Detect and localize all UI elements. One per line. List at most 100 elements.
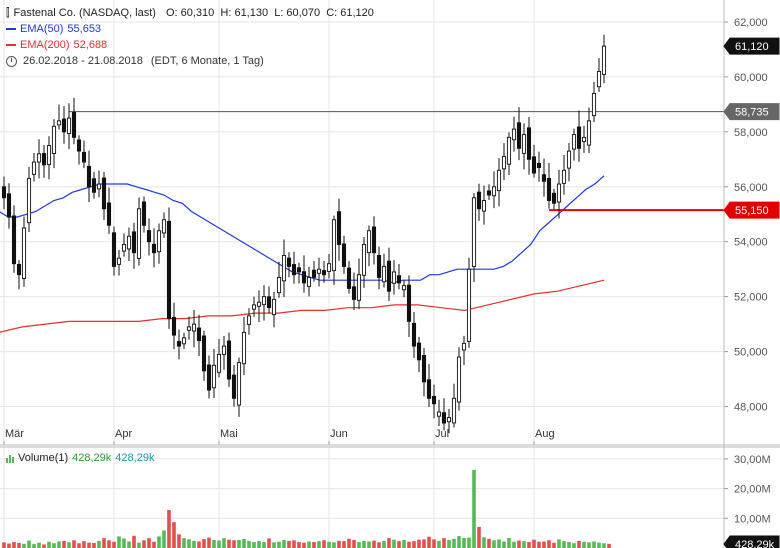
- candle-body: [471, 197, 477, 267]
- candle: [101, 171, 107, 220]
- price-tick-label: 62,000: [734, 17, 768, 29]
- candle: [136, 197, 142, 266]
- candle-body: [411, 322, 417, 347]
- volume-bar: [367, 541, 371, 548]
- volume-bar: [32, 544, 36, 548]
- candle: [236, 357, 242, 417]
- candle-body: [201, 335, 207, 372]
- candle-body: [321, 270, 327, 276]
- date-range-detail: (EDT, 6 Monate, 1 Tag): [150, 55, 264, 67]
- candle-body: [251, 304, 257, 310]
- candle: [86, 150, 92, 203]
- volume-bar: [192, 540, 196, 548]
- volume-bar: [517, 540, 521, 548]
- volume-bar: [567, 542, 571, 548]
- candle: [171, 302, 177, 350]
- candle: [326, 253, 332, 279]
- ema50-line: [0, 175, 605, 284]
- candle: [6, 183, 12, 229]
- candle-body: [136, 208, 142, 259]
- candle-body: [401, 285, 407, 291]
- candle: [461, 335, 467, 365]
- candle-body: [61, 118, 67, 133]
- volume-bar: [402, 539, 406, 548]
- candlestick-icon: ⫿: [6, 6, 10, 19]
- candle: [381, 253, 387, 288]
- candle-body: [331, 219, 337, 272]
- volume-bar: [457, 536, 461, 548]
- candle: [221, 336, 227, 370]
- candle-body: [151, 243, 157, 254]
- volume-bar: [227, 539, 231, 548]
- candle: [31, 152, 37, 182]
- volume-bar: [472, 469, 476, 548]
- candle: [51, 119, 57, 169]
- volume-bar: [167, 509, 171, 548]
- candle-body: [461, 342, 467, 351]
- candle: [456, 347, 462, 411]
- candle-body: [491, 186, 497, 197]
- candle-body: [176, 341, 182, 347]
- volume-bar: [602, 543, 606, 548]
- candle: [581, 125, 587, 153]
- candle-body: [236, 362, 242, 406]
- volume-marker: 428,29k: [723, 535, 780, 548]
- candle-body: [521, 134, 527, 154]
- candle: [16, 260, 22, 290]
- volume-bar: [82, 541, 86, 548]
- volume-bar: [222, 538, 226, 548]
- ema200-value: 52,688: [73, 39, 108, 51]
- candle-body: [546, 177, 552, 201]
- volume-bar: [122, 538, 126, 548]
- volume-bar: [582, 541, 586, 548]
- candle: [601, 34, 607, 84]
- candle-body: [586, 120, 592, 146]
- volume-marker-label: 428,29k: [735, 539, 775, 548]
- volume-bar: [287, 540, 291, 548]
- candle-body: [51, 125, 57, 154]
- ema50-legend: EMA(50) 55,653: [6, 23, 101, 35]
- volume-bar: [257, 541, 261, 548]
- candle-body: [381, 266, 387, 283]
- volume-bar: [262, 542, 266, 548]
- candle: [91, 171, 97, 199]
- candle: [196, 314, 202, 356]
- candle-body: [181, 337, 187, 345]
- price-tick-label: 58,000: [734, 127, 768, 139]
- volume-legend: Volume(1) 428,29k 428,29k: [6, 452, 154, 464]
- volume-bar: [467, 537, 471, 548]
- candle: [186, 316, 192, 340]
- volume-tick-label: 30,00M: [734, 454, 771, 466]
- candle-body: [271, 298, 277, 316]
- candle-body: [211, 364, 217, 389]
- candle-body: [146, 230, 152, 243]
- candle: [206, 355, 212, 399]
- volume-bar: [532, 539, 536, 548]
- volume-bar: [377, 542, 381, 548]
- candle-body: [351, 286, 357, 300]
- candle: [166, 207, 172, 329]
- volume-bar: [132, 535, 136, 548]
- volume-bar: [597, 542, 601, 548]
- volume-bar: [557, 539, 561, 548]
- candle-body: [16, 263, 22, 276]
- candle: [591, 81, 597, 123]
- candle: [281, 239, 287, 298]
- price-grid: [0, 0, 724, 445]
- chart-title-row: ⫿ Fastenal Co. (NASDAQ, last) O: 60,310 …: [6, 6, 374, 20]
- candle: [141, 196, 147, 233]
- candle-body: [591, 92, 597, 117]
- candle: [256, 290, 262, 323]
- candle: [556, 169, 562, 219]
- volume-bar: [197, 541, 201, 548]
- candle: [446, 409, 452, 434]
- volume-bar: [322, 540, 326, 548]
- candle: [156, 223, 162, 264]
- volume-bar: [482, 537, 486, 548]
- price-marker-box: [723, 37, 780, 55]
- candle: [271, 291, 277, 328]
- ema200-legend: EMA(200) 52,688: [6, 39, 107, 51]
- candle: [496, 158, 502, 207]
- candle-body: [296, 267, 302, 273]
- volume-bar: [407, 541, 411, 548]
